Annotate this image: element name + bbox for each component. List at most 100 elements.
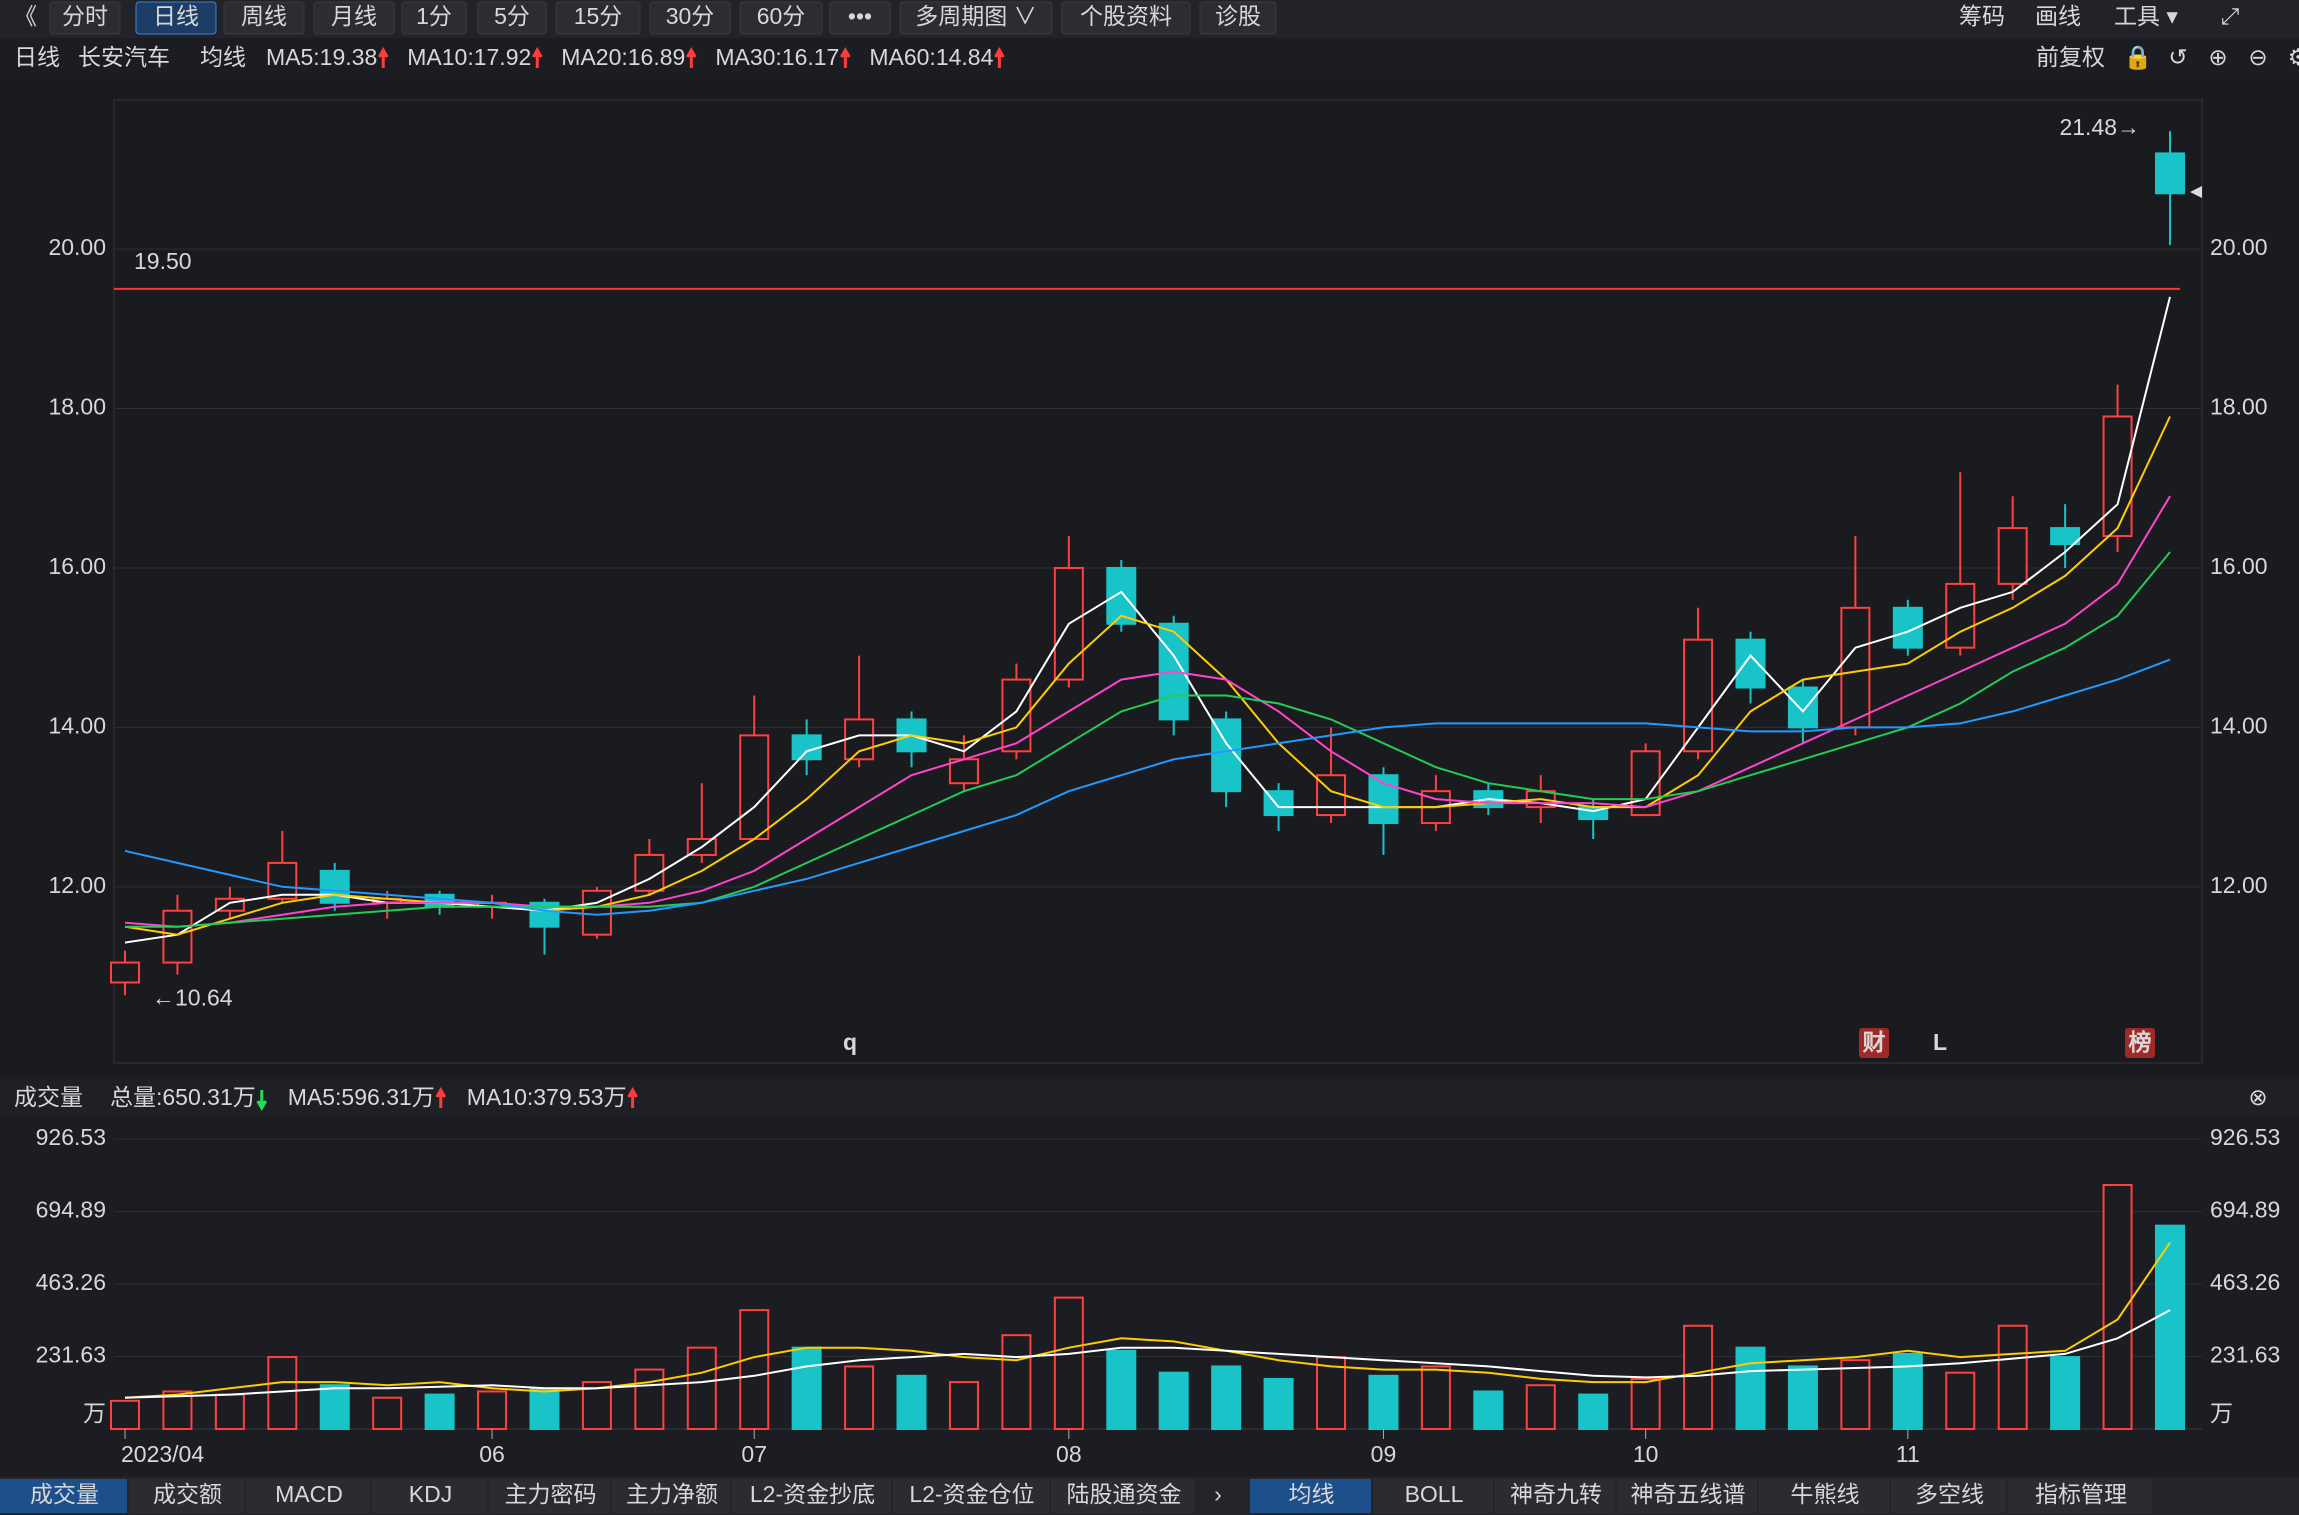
toolbar-right-item[interactable]: 筹码 [1959, 3, 2005, 29]
toolbar-button[interactable] [829, 1, 891, 35]
volume-bar [2050, 1356, 2081, 1430]
bottom-tab[interactable] [612, 1479, 730, 1513]
bottom-tab[interactable] [732, 1479, 891, 1513]
trend-arrow-icon [627, 1086, 638, 1108]
event-marker[interactable]: 榜 [2129, 1029, 2152, 1055]
toolbar-button[interactable] [313, 1, 395, 35]
candle-body [2155, 152, 2185, 195]
bottom-tab-label[interactable]: MACD [275, 1481, 343, 1507]
volume-bar [1840, 1359, 1871, 1430]
toolbar-button-label[interactable]: 《 [14, 3, 37, 29]
toolbar-button[interactable] [401, 1, 467, 35]
toolbar-button[interactable] [649, 1, 731, 35]
event-badge[interactable] [2125, 1028, 2155, 1058]
header-icon[interactable]: ⚙ [2288, 44, 2299, 70]
toolbar-button-label[interactable]: 个股资料 [1080, 3, 1172, 29]
toolbar-button[interactable] [223, 1, 305, 35]
toolbar-button-label[interactable]: 60分 [757, 3, 806, 29]
y-tick-label-right: 12.00 [2210, 872, 2268, 898]
ma-legend-item: MA10:17.92 [407, 44, 531, 70]
toolbar-button[interactable] [555, 1, 641, 35]
bottom-tab-label[interactable]: KDJ [409, 1481, 452, 1507]
bottom-tab[interactable] [1051, 1479, 1195, 1513]
toolbar-button[interactable] [49, 1, 121, 35]
candle-body [1840, 606, 1871, 729]
toolbar-button-label[interactable]: 日线 [153, 3, 199, 29]
toolbar-button-label[interactable]: 周线 [241, 3, 287, 29]
bottom-tab[interactable] [0, 1479, 127, 1513]
toolbar-button[interactable] [477, 1, 547, 35]
bottom-tab-label[interactable]: 成交额 [153, 1481, 222, 1507]
volume-bar [529, 1387, 560, 1431]
y-tick-label: 926.53 [36, 1124, 106, 1150]
bottom-tab-label[interactable]: 神奇九转 [1510, 1481, 1602, 1507]
toolbar-button[interactable] [1199, 1, 1277, 35]
bottom-tab[interactable] [129, 1479, 244, 1513]
candle-body [1787, 686, 1818, 729]
event-badge[interactable] [1859, 1028, 1889, 1058]
bottom-tab-label[interactable]: 指标管理 [2035, 1481, 2127, 1507]
bottom-tab-label[interactable]: 成交量 [30, 1481, 99, 1507]
toolbar-right-item[interactable]: 画线 [2035, 3, 2081, 29]
bottom-tab[interactable] [1495, 1479, 1615, 1513]
x-tick-label: 07 [741, 1441, 767, 1467]
toolbar-button-label[interactable]: ••• [848, 3, 872, 29]
toolbar-button-label[interactable]: 15分 [574, 3, 623, 29]
volume-unit-right: 万 [2210, 1400, 2233, 1426]
event-marker[interactable]: 财 [1863, 1029, 1886, 1055]
volume-header-bar [0, 1080, 2299, 1116]
toolbar-button-label[interactable]: 月线 [331, 3, 377, 29]
toolbar-button-label[interactable]: 分时 [62, 3, 108, 29]
bottom-tab[interactable] [1373, 1479, 1493, 1513]
volume-bar [1997, 1324, 2028, 1431]
bottom-tab-label[interactable]: 神奇五线谱 [1631, 1481, 1746, 1507]
close-icon[interactable]: ⊗ [2248, 1084, 2267, 1110]
event-marker[interactable]: L [1933, 1029, 1947, 1055]
bottom-tab-label[interactable]: 主力密码 [505, 1481, 597, 1507]
toolbar-button-label[interactable]: 多周期图 ∨ [915, 3, 1036, 29]
toolbar-button[interactable] [899, 1, 1053, 35]
tab-scroll[interactable]: › [1214, 1481, 1222, 1507]
bottom-tab[interactable] [1250, 1479, 1371, 1513]
volume-bar [2102, 1184, 2133, 1430]
trend-arrow-icon [531, 46, 543, 68]
volume-legend-item: MA5:596.31万 [288, 1084, 435, 1110]
y-tick-label: 16.00 [48, 553, 106, 579]
bottom-tab[interactable] [489, 1479, 610, 1513]
volume-bar [110, 1399, 140, 1431]
toolbar-right-item[interactable]: 工具 ▾ [2114, 3, 2178, 29]
header-icon[interactable]: ⊖ [2248, 44, 2267, 70]
ma-legend-item: MA5:19.38 [266, 44, 377, 70]
toolbar-button-label[interactable]: 诊股 [1215, 3, 1261, 29]
bottom-tab-label[interactable]: 均线 [1289, 1481, 1335, 1507]
toolbar-button-label[interactable]: 5分 [494, 3, 530, 29]
bottom-tab-label[interactable]: 牛熊线 [1791, 1481, 1860, 1507]
toolbar-button[interactable] [1061, 1, 1191, 35]
toolbar-button-label[interactable]: 1分 [416, 3, 452, 29]
bottom-tab[interactable] [1891, 1479, 2006, 1513]
toolbar-button[interactable] [739, 1, 823, 35]
bottom-tab-label[interactable]: L2-资金仓位 [909, 1481, 1034, 1507]
bottom-tab[interactable] [2008, 1479, 2152, 1513]
header-icon[interactable]: 🔒 [2124, 44, 2153, 71]
bottom-tab-label[interactable]: 主力净额 [626, 1481, 718, 1507]
bottom-tab[interactable] [1617, 1479, 1757, 1513]
bottom-tab[interactable] [246, 1479, 370, 1513]
volume-bar [1578, 1393, 1609, 1430]
toolbar-button[interactable] [135, 1, 217, 35]
volume-bar [424, 1393, 455, 1430]
bottom-tab-label[interactable]: 多空线 [1915, 1481, 1984, 1507]
bottom-tab[interactable] [893, 1479, 1049, 1513]
bottom-tab[interactable] [372, 1479, 487, 1513]
toolbar-button-label[interactable]: 30分 [666, 3, 715, 29]
header-icon[interactable]: ↺ [2168, 44, 2187, 70]
volume-bar [1158, 1371, 1189, 1430]
event-marker[interactable]: q [843, 1029, 857, 1055]
bottom-tab-label[interactable]: 陆股通资金 [1067, 1481, 1182, 1507]
adjust-mode[interactable]: 前复权 [2036, 44, 2105, 70]
trend-arrow-icon [994, 46, 1005, 68]
bottom-tab-label[interactable]: L2-资金抄底 [750, 1481, 875, 1507]
header-icon[interactable]: ⊕ [2208, 44, 2227, 70]
bottom-tab[interactable] [1759, 1479, 1889, 1513]
bottom-tab-label[interactable]: BOLL [1405, 1481, 1464, 1507]
